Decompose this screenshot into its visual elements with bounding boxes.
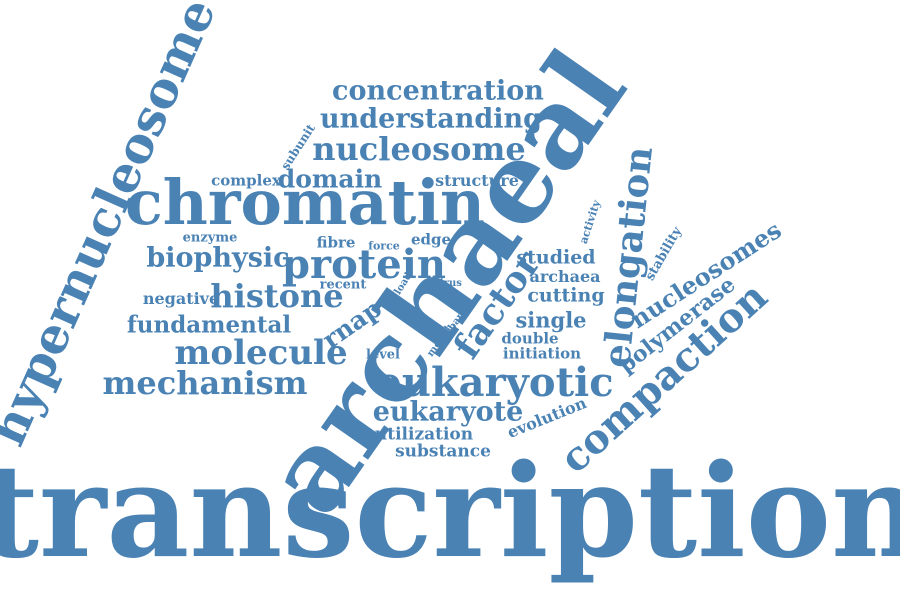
word-substance: substance [395,441,491,462]
word-virus: virus [434,278,462,289]
word-molecule: molecule [174,333,348,373]
word-complex: complex [211,171,281,190]
word-initiation: initiation [502,344,582,363]
word-mechanism: mechanism [102,364,308,402]
word-structure: structure [435,171,519,190]
word-single: single [515,307,587,333]
word-activity: activity [576,198,604,246]
word-edge: edge [410,230,452,249]
word-chromatin: chromatin [125,166,485,239]
word-fundamental: fundamental [126,311,292,339]
word-archaea: archaea [529,267,601,286]
word-transcription: transcription [0,437,900,587]
word-nucleosome: nucleosome [312,130,526,168]
word-domain: domain [277,164,383,194]
word-enzyme: enzyme [182,230,238,246]
word-understanding: understanding [320,103,542,135]
word-fibre: fibre [316,233,356,252]
word-utilization: utilization [374,424,474,445]
word-negative: negative [142,289,220,308]
word-cutting: cutting [527,284,605,307]
word-eukaryotic: eukaryotic [376,359,614,406]
word-eukaryote: eukaryote [372,396,524,428]
word-studied: studied [516,246,596,269]
word-recent: recent [319,277,367,293]
word-double: double [501,329,559,348]
word-level: level [366,347,400,363]
word-protein: protein [282,241,446,288]
word-force: force [368,239,400,253]
word-biophysic: biophysic [146,242,290,274]
word-concentration: concentration [332,75,544,107]
word-histone: histone [210,277,344,315]
